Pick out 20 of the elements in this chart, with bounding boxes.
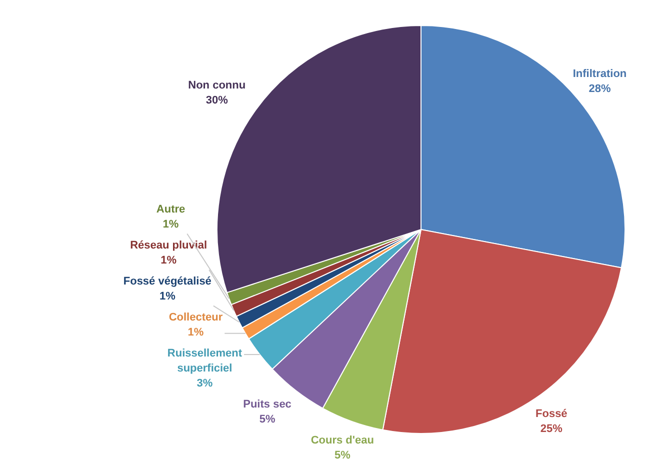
slice-label: Fossé <box>536 408 568 420</box>
slice-label: Autre <box>156 203 186 216</box>
data-label: 25% <box>540 422 563 435</box>
data-label: 28% <box>588 83 611 96</box>
data-label: 1% <box>188 326 204 338</box>
slice-label: Infiltration <box>572 68 627 80</box>
slice-label: Réseau pluvial <box>130 239 208 252</box>
data-label: 1% <box>162 218 179 230</box>
slice-label: Collecteur <box>168 311 224 324</box>
slice-label: Non connu <box>188 80 246 92</box>
data-label: 5% <box>259 413 276 426</box>
slice-label: Puits sec <box>243 398 292 410</box>
data-label: 1% <box>159 290 176 302</box>
slice-label: Cours d'eau <box>310 434 374 446</box>
data-label: 5% <box>334 449 351 462</box>
data-label: 3% <box>196 377 213 390</box>
data-label: 1% <box>160 254 177 266</box>
data-label: 30% <box>206 94 228 107</box>
slice-label: Ruissellement superficiel <box>167 347 242 374</box>
slice-label: Fossé végétalisé <box>123 275 212 288</box>
